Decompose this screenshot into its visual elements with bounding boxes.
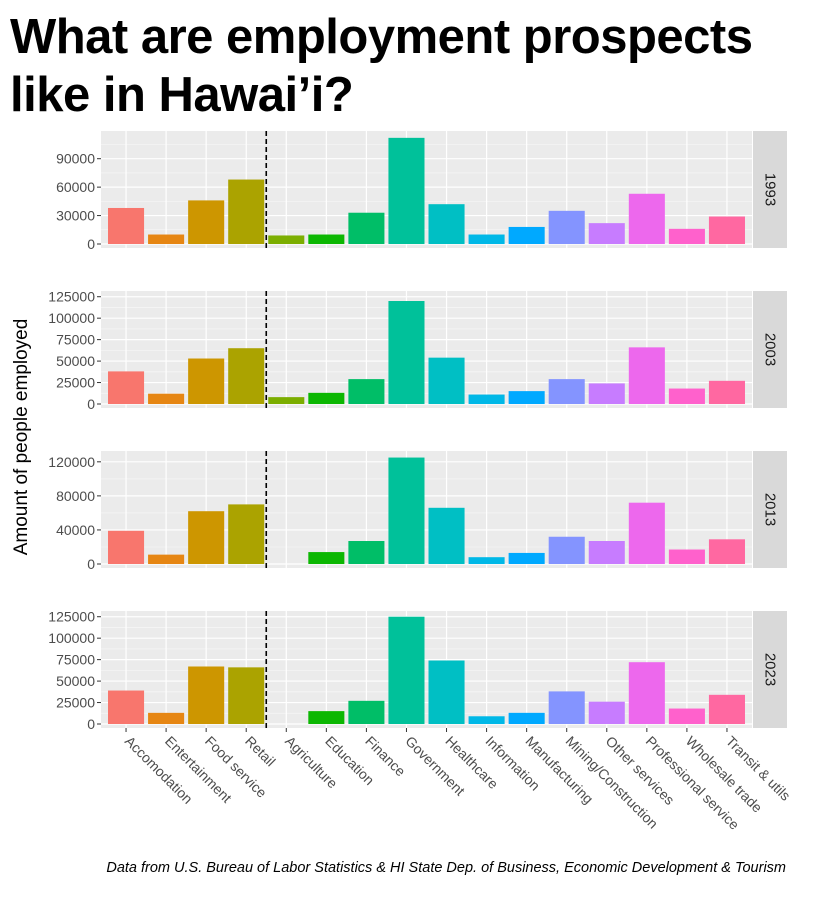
bar-1993-other-services [588, 223, 625, 244]
bar-2013-manufacturing [508, 552, 545, 564]
y-tick-label: 75000 [56, 652, 95, 668]
y-tick-label: 125000 [48, 609, 95, 625]
bar-2003-mining-construction [548, 379, 585, 404]
y-tick-label: 0 [87, 716, 95, 732]
bar-1993-information [468, 234, 505, 244]
bar-2003-government [388, 301, 425, 404]
bar-1993-accomodation [108, 207, 145, 244]
data-source-caption: Data from U.S. Bureau of Labor Statistic… [106, 860, 786, 876]
bar-2003-professional-service [628, 347, 665, 404]
bar-1993-manufacturing [508, 226, 545, 244]
y-tick-label: 40000 [56, 522, 95, 538]
bar-2013-healthcare [428, 507, 465, 564]
y-tick-label: 80000 [56, 488, 95, 504]
y-tick-label: 0 [87, 236, 95, 252]
bar-2003-healthcare [428, 357, 465, 404]
bar-2003-accomodation [108, 371, 145, 404]
bar-2003-other-services [588, 383, 625, 404]
bar-1993-professional-service [628, 193, 665, 244]
bar-2013-finance [348, 541, 385, 564]
bar-2003-food-service [188, 358, 225, 404]
bar-2023-government [388, 616, 425, 724]
bar-2023-manufacturing [508, 712, 545, 724]
facet-strip [753, 611, 787, 728]
y-tick-label: 0 [87, 396, 95, 412]
bar-2013-education [308, 552, 345, 564]
bar-2003-finance [348, 379, 385, 404]
bar-2023-entertainment [148, 712, 185, 724]
bar-2013-entertainment [148, 554, 185, 564]
facet-label-2013: 2013 [762, 493, 779, 526]
bar-2003-retail [228, 348, 265, 404]
bar-1993-agriculture [268, 235, 305, 244]
bar-2013-government [388, 457, 425, 564]
bar-2003-wholesale-trade [668, 388, 705, 404]
y-tick-label: 100000 [48, 310, 95, 326]
bar-2003-transit-utils [708, 380, 745, 404]
y-tick-label: 0 [87, 556, 95, 572]
bar-2023-finance [348, 700, 385, 724]
bar-2003-entertainment [148, 393, 185, 404]
bar-2023-professional-service [628, 662, 665, 724]
bar-2023-transit-utils [708, 694, 745, 724]
facet-strip [753, 451, 787, 568]
facet-panel-2013: 0 40000 80000 120000 2013 [48, 451, 787, 572]
facet-label-1993: 1993 [762, 173, 779, 206]
facet-label-2023: 2023 [762, 653, 779, 686]
bar-2003-information [468, 394, 505, 404]
bar-1993-wholesale-trade [668, 228, 705, 244]
y-tick-label: 100000 [48, 630, 95, 646]
y-tick-label: 25000 [56, 695, 95, 711]
bar-2003-agriculture [268, 397, 305, 404]
chart-title: What are employment prospects like in Ha… [10, 10, 753, 122]
y-tick-label: 50000 [56, 673, 95, 689]
y-tick-label: 90000 [56, 151, 95, 167]
y-tick-label: 125000 [48, 289, 95, 305]
bar-1993-entertainment [148, 234, 185, 244]
facet-label-2003: 2003 [762, 333, 779, 366]
bar-2023-other-services [588, 701, 625, 724]
bar-2023-education [308, 711, 345, 724]
y-tick-label: 30000 [56, 208, 95, 224]
bar-2003-manufacturing [508, 391, 545, 404]
bar-2023-accomodation [108, 690, 145, 724]
bar-2013-accomodation [108, 530, 145, 564]
y-axis-title: Amount of people employed [11, 319, 32, 556]
bar-2013-other-services [588, 541, 625, 564]
bar-1993-retail [228, 179, 265, 244]
bar-2013-retail [228, 504, 265, 564]
x-tick-label-retail: Retail [242, 733, 279, 770]
bar-2013-transit-utils [708, 539, 745, 564]
bar-2013-wholesale-trade [668, 549, 705, 564]
y-tick-label: 25000 [56, 375, 95, 391]
facet-strip [753, 131, 787, 248]
y-tick-label: 120000 [48, 454, 95, 470]
bar-2003-education [308, 392, 345, 404]
bar-2023-information [468, 716, 505, 724]
facet-panel-2023: 0 25000 50000 75000 100000 125000 2023 [48, 609, 787, 732]
y-tick-label: 50000 [56, 353, 95, 369]
facet-panel-2003: 0 25000 50000 75000 100000 125000 2003 [48, 289, 787, 412]
bar-1993-transit-utils [708, 216, 745, 244]
bar-2013-information [468, 557, 505, 564]
bar-1993-healthcare [428, 204, 465, 244]
y-tick-label: 75000 [56, 332, 95, 348]
bar-2023-mining-construction [548, 691, 585, 724]
bar-2023-wholesale-trade [668, 708, 705, 724]
bar-2013-mining-construction [548, 536, 585, 564]
bar-2023-food-service [188, 666, 225, 724]
bar-2023-retail [228, 667, 265, 724]
facet-panel-1993: 0 30000 60000 90000 1993 [56, 131, 787, 252]
facet-strip [753, 291, 787, 408]
bar-1993-mining-construction [548, 210, 585, 244]
bar-1993-education [308, 234, 345, 244]
bar-1993-government [388, 137, 425, 244]
bar-2023-healthcare [428, 660, 465, 724]
bar-2013-professional-service [628, 502, 665, 564]
y-tick-label: 60000 [56, 179, 95, 195]
bar-1993-food-service [188, 200, 225, 244]
bar-2013-food-service [188, 511, 225, 564]
bar-1993-finance [348, 212, 385, 244]
